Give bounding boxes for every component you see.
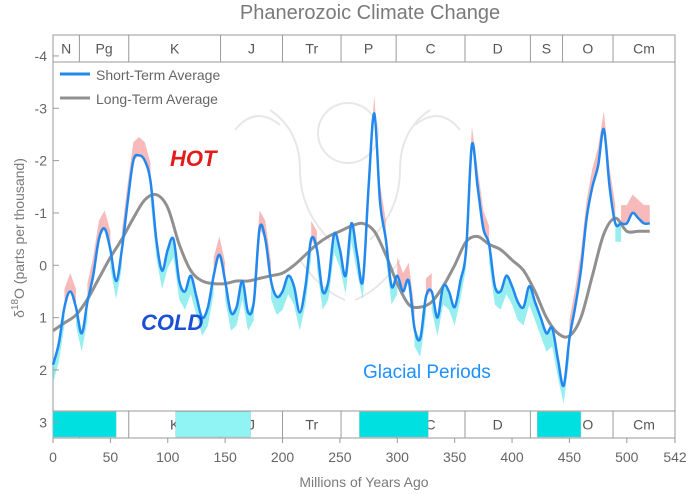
- legend-label-long-term: Long-Term Average: [96, 91, 218, 107]
- x-tick-label: 500: [615, 449, 639, 465]
- y-tick-label: 2: [39, 362, 47, 378]
- cold-band-segment: [351, 223, 358, 274]
- period-label-top: P: [364, 41, 373, 57]
- cold-band-segment: [190, 275, 197, 316]
- series-lines: [51, 112, 650, 388]
- cold-band-segment: [506, 275, 513, 305]
- cold-band-segment: [615, 223, 622, 242]
- hot-band-segment: [626, 194, 633, 224]
- glacial-period-bars: [52, 411, 582, 438]
- y-axis-label-delta: δ: [11, 310, 27, 318]
- period-label-top: Cm: [633, 41, 655, 57]
- period-label-top: Pg: [96, 41, 113, 57]
- y-tick-label: 0: [39, 257, 47, 273]
- hot-band-segment: [638, 199, 645, 224]
- cold-band-segment: [523, 286, 530, 326]
- series-line-short-term: [51, 112, 650, 388]
- y-axis: -4 -3 -2 -1 0 1 2 3: [35, 48, 59, 430]
- period-label-bottom: J: [248, 417, 255, 433]
- y-axis-label-rest: O (parts per thousand): [11, 158, 27, 299]
- period-label-bottom: Cm: [633, 417, 655, 433]
- legend: Short-Term Average Long-Term Average: [60, 67, 220, 107]
- chart-title: Phanerozoic Climate Change: [240, 2, 500, 24]
- cold-band-segment: [512, 286, 518, 321]
- cold-band-segment: [184, 275, 191, 310]
- glacial-period-bar: [359, 411, 429, 438]
- plot-frame: [52, 34, 676, 439]
- x-tick-label: 200: [271, 449, 295, 465]
- period-label-top: K: [170, 41, 180, 57]
- glacial-period-bar: [52, 411, 117, 438]
- y-axis-label: δ18O (parts per thousand): [10, 158, 27, 318]
- x-tick-label: 350: [443, 449, 467, 465]
- period-label-top: C: [425, 41, 435, 57]
- cold-band-segment: [500, 275, 507, 310]
- x-tick-label: 300: [386, 449, 410, 465]
- y-tick-label: -1: [35, 205, 48, 221]
- x-tick-label: 400: [500, 449, 524, 465]
- x-tick-label: 0: [49, 449, 57, 465]
- x-tick-label: 150: [213, 449, 237, 465]
- period-bar-top: N Pg K J Tr P C D S O Cm: [53, 35, 675, 63]
- hot-band-segment: [403, 262, 409, 292]
- hot-annotation: HOT: [170, 146, 218, 171]
- y-tick-label: 3: [39, 414, 47, 430]
- y-tick-label: -4: [35, 48, 48, 64]
- y-tick-label: -3: [35, 100, 48, 116]
- cold-band-segment: [529, 286, 535, 321]
- period-label-top: J: [248, 41, 255, 57]
- x-tick-label: 250: [328, 449, 352, 465]
- cold-annotation: COLD: [141, 310, 203, 335]
- period-label-bottom: Tr: [305, 417, 318, 433]
- x-tick-label: 100: [156, 449, 180, 465]
- y-tick-label: -2: [35, 153, 48, 169]
- period-label-top: D: [493, 41, 503, 57]
- cold-band-segment: [534, 301, 541, 336]
- cold-band-segment: [334, 233, 340, 268]
- period-label-top: S: [542, 41, 551, 57]
- period-label-bottom: K: [170, 417, 180, 433]
- cold-band-segment: [167, 239, 174, 268]
- hot-band-segment: [592, 147, 599, 187]
- glacial-periods-title: Glacial Periods: [363, 362, 491, 383]
- period-label-bottom: C: [425, 417, 435, 433]
- y-axis-label-superscript: 18: [10, 299, 21, 311]
- cold-band-segment: [236, 280, 243, 326]
- hot-band-segment: [644, 205, 650, 224]
- glacial-period-bar: [537, 411, 582, 438]
- period-label-bottom: O: [582, 417, 593, 433]
- period-label-top: Tr: [305, 41, 318, 57]
- hot-band-segment: [483, 210, 490, 245]
- x-tick-label: 542: [663, 449, 687, 465]
- cold-band-segment: [282, 275, 289, 310]
- cold-band-segment: [288, 275, 294, 305]
- hot-band-segment: [397, 257, 404, 292]
- glacial-period-bar: [175, 411, 251, 438]
- x-tick-label: 50: [103, 449, 119, 465]
- cold-band-segment: [443, 286, 449, 310]
- period-label-bottom: D: [493, 417, 503, 433]
- hot-band-segment: [621, 205, 627, 224]
- x-axis-label: Millions of Years Ago: [299, 474, 428, 490]
- period-label-top: N: [61, 41, 71, 57]
- legend-label-short-term: Short-Term Average: [96, 67, 220, 83]
- x-axis: 0 50 100 150 200 250 300 350 400 450 500 542: [49, 438, 687, 465]
- period-label-top: O: [582, 41, 593, 57]
- y-tick-label: 1: [39, 310, 47, 326]
- temperature-bands: [53, 95, 650, 404]
- x-tick-label: 450: [558, 449, 582, 465]
